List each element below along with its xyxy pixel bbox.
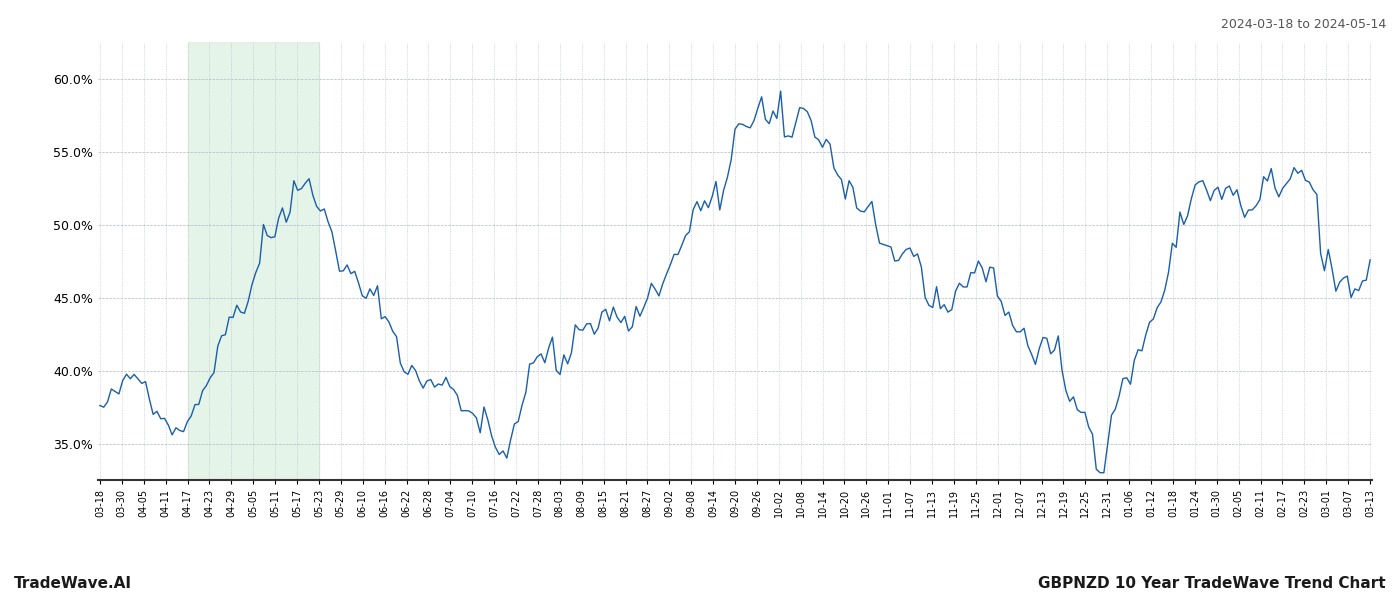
Text: TradeWave.AI: TradeWave.AI xyxy=(14,576,132,591)
Bar xyxy=(188,42,319,480)
Text: GBPNZD 10 Year TradeWave Trend Chart: GBPNZD 10 Year TradeWave Trend Chart xyxy=(1039,576,1386,591)
Text: 2024-03-18 to 2024-05-14: 2024-03-18 to 2024-05-14 xyxy=(1221,18,1386,31)
